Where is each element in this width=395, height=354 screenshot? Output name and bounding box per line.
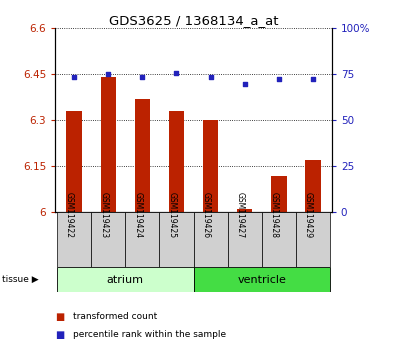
Bar [262, 212, 296, 267]
Bar [91, 212, 125, 267]
Text: GSM119429: GSM119429 [304, 192, 313, 238]
Bar [203, 120, 218, 212]
Title: GDS3625 / 1368134_a_at: GDS3625 / 1368134_a_at [109, 14, 278, 27]
Bar [66, 111, 82, 212]
Bar [228, 212, 262, 267]
Text: GSM119427: GSM119427 [236, 192, 245, 238]
Bar [160, 212, 194, 267]
Bar [135, 99, 150, 212]
Bar [57, 267, 194, 292]
Bar [57, 212, 91, 267]
Text: ■: ■ [55, 330, 64, 339]
Bar [194, 212, 228, 267]
Text: ventricle: ventricle [237, 275, 286, 285]
Point [310, 76, 316, 82]
Bar [305, 160, 321, 212]
Text: ■: ■ [55, 312, 64, 322]
Text: tissue ▶: tissue ▶ [2, 274, 39, 284]
Text: atrium: atrium [107, 275, 144, 285]
Text: percentile rank within the sample: percentile rank within the sample [73, 330, 226, 339]
Text: GSM119428: GSM119428 [270, 192, 279, 238]
Text: GSM119423: GSM119423 [99, 192, 108, 238]
Point [242, 81, 248, 86]
Bar [194, 267, 330, 292]
Text: GSM119425: GSM119425 [167, 192, 177, 238]
Text: transformed count: transformed count [73, 312, 157, 321]
Bar [101, 78, 116, 212]
Bar [237, 209, 252, 212]
Point [139, 75, 145, 80]
Bar [296, 212, 330, 267]
Text: GSM119422: GSM119422 [65, 192, 74, 238]
Point [71, 75, 77, 80]
Bar [169, 111, 184, 212]
Point [173, 70, 180, 76]
Point [276, 76, 282, 82]
Text: GSM119424: GSM119424 [134, 192, 142, 238]
Point [105, 72, 111, 77]
Bar [125, 212, 160, 267]
Text: GSM119426: GSM119426 [201, 192, 211, 238]
Point [207, 75, 214, 80]
Bar [271, 176, 286, 212]
